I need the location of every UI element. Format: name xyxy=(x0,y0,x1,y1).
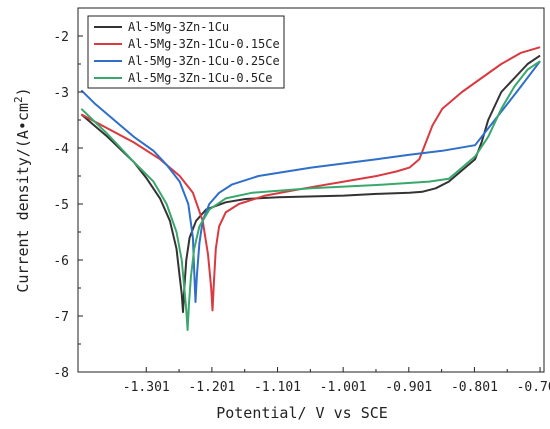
x-tick-label: -0.701 xyxy=(517,380,550,395)
y-axis-label-prefix: Current density/(A•cm xyxy=(14,103,32,293)
x-tick-label: -0.901 xyxy=(385,380,432,395)
x-tick-label: -0.801 xyxy=(451,380,498,395)
legend-label-3: Al-5Mg-3Zn-1Cu-0.25Ce xyxy=(128,54,280,68)
y-tick-label: -5 xyxy=(53,198,69,213)
y-tick-label: -6 xyxy=(53,254,69,269)
x-tick-label: -1.101 xyxy=(254,380,301,395)
y-axis-label-superscript: 2 xyxy=(12,96,25,103)
x-axis-label: Potential/ V vs SCE xyxy=(216,404,388,422)
x-tick-label: -1.301 xyxy=(123,380,170,395)
series-line-2 xyxy=(80,46,541,312)
series-layer xyxy=(80,46,541,331)
legend: Al-5Mg-3Zn-1Cu Al-5Mg-3Zn-1Cu-0.15Ce Al-5M… xyxy=(87,15,285,89)
legend-items: Al-5Mg-3Zn-1Cu Al-5Mg-3Zn-1Cu-0.15Ce Al-5M… xyxy=(94,20,280,85)
y-axis-label: Current density/(A•cm2) xyxy=(12,87,32,292)
y-tick-label: -3 xyxy=(53,86,69,101)
x-tick-label: -1.001 xyxy=(320,380,367,395)
x-tick-label: -1.201 xyxy=(188,380,235,395)
legend-label-4: Al-5Mg-3Zn-1Cu-0.5Ce xyxy=(128,71,273,85)
y-tick-label: -7 xyxy=(53,310,69,325)
y-tick-label: -8 xyxy=(53,366,69,381)
series-line-1 xyxy=(80,54,541,314)
series-line-3 xyxy=(80,60,541,303)
y-tick-label: -4 xyxy=(53,142,69,157)
x-axis-ticks: -1.301 -1.201 -1.101 -1.001 -0.901 -0.801 -0.7… xyxy=(123,367,550,395)
plot-frame xyxy=(77,7,545,373)
series-line-4 xyxy=(80,60,541,331)
y-axis-label-suffix: ) xyxy=(14,87,32,96)
y-axis-ticks: -2 -3 -4 -5 -6 -7 -8 xyxy=(53,30,83,381)
y-tick-label: -2 xyxy=(53,30,69,45)
legend-label-2: Al-5Mg-3Zn-1Cu-0.15Ce xyxy=(128,37,280,51)
legend-label-1: Al-5Mg-3Zn-1Cu xyxy=(128,20,229,34)
